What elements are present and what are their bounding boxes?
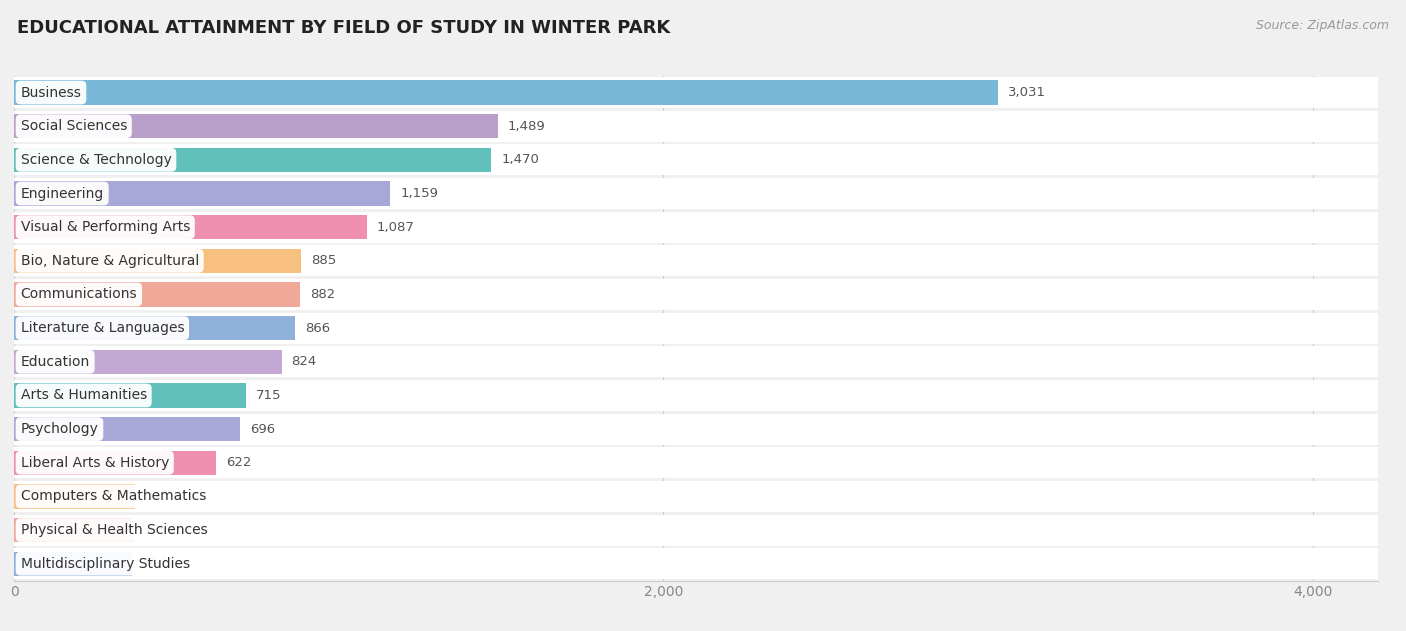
Bar [14, 178, 1378, 209]
Bar [14, 80, 998, 105]
Text: Engineering: Engineering [21, 187, 104, 201]
Text: 364: 364 [142, 557, 167, 570]
Text: 885: 885 [311, 254, 336, 268]
Bar [14, 312, 1378, 344]
Text: Physical & Health Sciences: Physical & Health Sciences [21, 523, 207, 537]
Bar [14, 114, 498, 138]
Bar [14, 383, 246, 408]
Text: 3,031: 3,031 [1008, 86, 1046, 99]
Text: 696: 696 [250, 423, 276, 435]
Text: Education: Education [21, 355, 90, 369]
Text: Liberal Arts & History: Liberal Arts & History [21, 456, 169, 469]
Bar [14, 548, 1378, 579]
Text: 1,489: 1,489 [508, 120, 546, 133]
Text: 622: 622 [226, 456, 252, 469]
Bar [14, 447, 1378, 478]
Text: Source: ZipAtlas.com: Source: ZipAtlas.com [1256, 19, 1389, 32]
Text: 1,159: 1,159 [401, 187, 439, 200]
Bar [14, 181, 391, 206]
Text: Multidisciplinary Studies: Multidisciplinary Studies [21, 557, 190, 570]
Bar [14, 514, 1378, 546]
Bar [14, 417, 240, 441]
Text: Bio, Nature & Agricultural: Bio, Nature & Agricultural [21, 254, 198, 268]
Bar [14, 380, 1378, 411]
Bar [14, 451, 217, 475]
Bar [14, 245, 1378, 276]
Bar [14, 350, 281, 374]
Bar [14, 413, 1378, 445]
Text: 882: 882 [311, 288, 336, 301]
Text: Business: Business [21, 86, 82, 100]
Bar [14, 110, 1378, 142]
Text: 1,470: 1,470 [501, 153, 538, 167]
Text: Literature & Languages: Literature & Languages [21, 321, 184, 335]
Text: Science & Technology: Science & Technology [21, 153, 172, 167]
Text: 866: 866 [305, 322, 330, 334]
Bar [14, 518, 132, 542]
Text: Computers & Mathematics: Computers & Mathematics [21, 490, 205, 504]
Bar [14, 346, 1378, 377]
Bar [14, 211, 1378, 243]
Bar [14, 282, 301, 307]
Text: 824: 824 [291, 355, 316, 369]
Bar [14, 481, 1378, 512]
Bar [14, 279, 1378, 310]
Text: EDUCATIONAL ATTAINMENT BY FIELD OF STUDY IN WINTER PARK: EDUCATIONAL ATTAINMENT BY FIELD OF STUDY… [17, 19, 671, 37]
Bar [14, 316, 295, 340]
Bar [14, 77, 1378, 108]
Bar [14, 551, 132, 576]
Text: Communications: Communications [21, 288, 138, 302]
Bar [14, 215, 367, 239]
Bar [14, 144, 1378, 175]
Text: 715: 715 [256, 389, 281, 402]
Bar [14, 249, 301, 273]
Text: Arts & Humanities: Arts & Humanities [21, 389, 146, 403]
Text: 365: 365 [142, 524, 167, 536]
Text: Visual & Performing Arts: Visual & Performing Arts [21, 220, 190, 234]
Bar [14, 148, 492, 172]
Text: Psychology: Psychology [21, 422, 98, 436]
Bar [14, 484, 135, 509]
Text: Social Sciences: Social Sciences [21, 119, 127, 133]
Text: 1,087: 1,087 [377, 221, 415, 233]
Text: 373: 373 [145, 490, 170, 503]
